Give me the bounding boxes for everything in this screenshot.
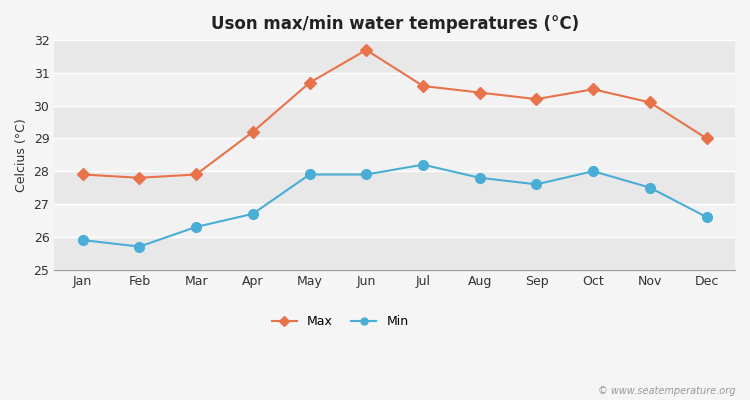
Y-axis label: Celcius (°C): Celcius (°C) <box>15 118 28 192</box>
Bar <box>54 171 735 204</box>
Bar <box>54 106 735 138</box>
Bar <box>54 237 735 270</box>
Bar <box>54 73 735 106</box>
Text: © www.seatemperature.org: © www.seatemperature.org <box>598 386 735 396</box>
Bar <box>54 204 735 237</box>
Bar <box>54 40 735 73</box>
Title: Uson max/min water temperatures (°C): Uson max/min water temperatures (°C) <box>211 15 579 33</box>
Legend: Max, Min: Max, Min <box>267 310 413 333</box>
Bar <box>54 138 735 171</box>
